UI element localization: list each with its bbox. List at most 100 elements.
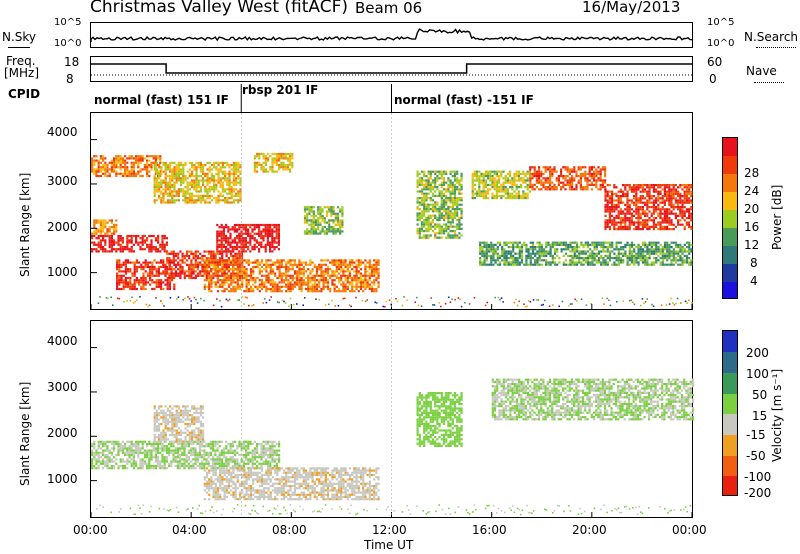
power-cell	[110, 245, 113, 249]
power-cell	[571, 177, 574, 180]
power-cell	[551, 261, 554, 264]
power-cell	[674, 225, 677, 228]
power-cell	[624, 250, 627, 253]
power-cell	[221, 194, 224, 197]
power-cell	[219, 285, 222, 288]
power-cell	[191, 170, 194, 173]
power-cell	[229, 228, 232, 231]
power-cell	[195, 175, 198, 178]
power-cell	[626, 228, 629, 231]
power-cell	[442, 194, 446, 197]
power-cell	[490, 243, 493, 246]
power-cell	[264, 223, 267, 227]
power-cell	[118, 268, 121, 271]
power-cell	[205, 276, 208, 280]
power-cell	[655, 199, 658, 202]
power-cell	[456, 181, 459, 184]
power-cell	[578, 246, 581, 249]
power-cell	[344, 261, 347, 264]
power-cell	[271, 290, 275, 293]
power-cell	[162, 265, 165, 269]
power-cell	[666, 197, 669, 200]
power-cell	[685, 199, 688, 202]
power-cell	[217, 164, 220, 167]
power-cell	[512, 243, 515, 246]
power-cell	[504, 175, 507, 178]
power-cell	[498, 179, 501, 182]
power-cell	[171, 172, 174, 175]
power-cell	[285, 268, 288, 271]
power-cell	[540, 243, 543, 246]
power-cell	[661, 199, 664, 202]
power-cell	[611, 214, 614, 217]
power-cell	[484, 190, 487, 193]
power-cell	[375, 279, 378, 282]
power-cell	[192, 276, 195, 280]
power-cell	[284, 155, 287, 158]
power-cell	[291, 279, 294, 282]
power-cell	[604, 166, 607, 169]
power-cell	[253, 245, 256, 249]
power-cell	[119, 245, 122, 249]
power-cell	[538, 250, 541, 253]
power-cell	[166, 188, 169, 191]
power-cell	[91, 159, 94, 162]
power-cell	[337, 268, 341, 271]
power-cell	[148, 248, 151, 251]
power-cell	[260, 241, 263, 244]
power-cell	[179, 276, 182, 280]
power-cell	[175, 177, 178, 180]
vel-ytick-3000: 3000	[47, 380, 78, 394]
nsky-panel	[90, 22, 693, 48]
power-cell	[188, 199, 191, 202]
power-cell	[688, 186, 691, 189]
power-cell	[223, 261, 226, 264]
power-cell	[434, 236, 437, 239]
power-cell	[232, 265, 235, 269]
power-cell	[104, 166, 107, 169]
power-cell	[641, 190, 644, 193]
power-cell	[427, 225, 430, 228]
power-cell	[117, 241, 120, 244]
power-cell	[169, 201, 172, 204]
power-cell	[370, 281, 374, 284]
power-cell	[142, 274, 145, 277]
power-cell	[593, 172, 596, 175]
power-cell	[619, 221, 622, 224]
power-cell	[216, 270, 220, 273]
power-cell	[628, 208, 631, 211]
power-cell	[608, 257, 612, 260]
power-cell	[264, 232, 267, 235]
power-cell	[236, 287, 239, 291]
power-cell	[229, 243, 232, 246]
power-cell	[431, 221, 435, 224]
power-cell	[160, 285, 163, 288]
power-cell	[427, 177, 430, 180]
power-cell	[212, 281, 215, 284]
power-cell	[171, 168, 174, 171]
power-cell	[162, 181, 165, 184]
power-cell	[434, 234, 437, 237]
power-cell	[185, 259, 189, 262]
power-cell	[236, 254, 239, 258]
power-cell	[429, 172, 432, 175]
power-cell	[633, 184, 636, 187]
power-cell	[451, 183, 454, 186]
power-cell	[339, 210, 342, 213]
power-cell	[606, 254, 609, 257]
power-cell	[106, 163, 109, 167]
power-cell	[199, 166, 202, 169]
power-cell	[223, 270, 226, 273]
power-cell	[511, 177, 514, 180]
power-cell	[233, 245, 236, 249]
power-cell	[126, 234, 129, 238]
power-cell	[357, 261, 360, 264]
power-cell	[204, 190, 207, 193]
power-cell	[344, 285, 347, 288]
power-cell	[220, 232, 223, 235]
power-cell	[453, 225, 457, 228]
power-cell	[188, 188, 191, 191]
power-cell	[346, 274, 349, 277]
power-cell	[353, 274, 356, 277]
power-cell	[274, 281, 277, 284]
